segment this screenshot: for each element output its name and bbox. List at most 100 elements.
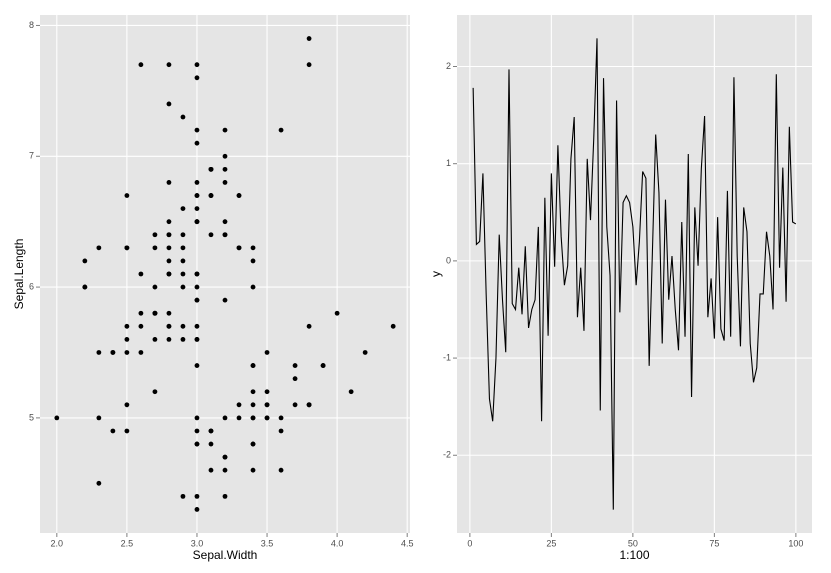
point <box>152 389 158 395</box>
point <box>124 245 130 251</box>
point <box>138 350 144 355</box>
point <box>166 232 172 238</box>
point <box>166 101 172 107</box>
point <box>138 62 144 68</box>
point <box>110 428 116 434</box>
point <box>180 245 186 251</box>
point <box>138 310 144 316</box>
point <box>194 297 200 303</box>
y-tick-label: -2 <box>443 450 451 460</box>
point <box>166 219 172 225</box>
point <box>306 62 312 68</box>
line <box>472 38 797 510</box>
point <box>166 323 172 329</box>
x-tick-label: 75 <box>709 538 719 548</box>
point <box>194 206 200 211</box>
point <box>110 350 116 355</box>
point <box>96 350 102 355</box>
y-tick-label: 5 <box>29 412 34 422</box>
point <box>222 166 228 172</box>
point <box>222 153 228 159</box>
point <box>124 337 130 342</box>
point <box>180 206 186 211</box>
point <box>334 310 340 316</box>
point <box>278 127 284 133</box>
point <box>222 493 228 499</box>
y-tick-label: 0 <box>446 255 451 265</box>
point <box>278 428 284 434</box>
point <box>124 428 130 434</box>
point <box>348 389 354 395</box>
point <box>250 441 256 447</box>
point <box>166 245 172 251</box>
point <box>264 389 270 395</box>
y-tick-label: 7 <box>29 151 34 161</box>
point <box>194 323 200 329</box>
point <box>138 323 144 329</box>
x-tick-label: 4.5 <box>401 538 414 548</box>
point <box>166 258 172 264</box>
point <box>208 232 214 238</box>
point <box>250 402 256 408</box>
y-tick-label: 6 <box>29 281 34 291</box>
point <box>194 271 200 277</box>
point <box>208 467 214 473</box>
panel-background <box>457 15 812 533</box>
point <box>264 402 270 408</box>
point <box>194 193 200 198</box>
point <box>194 441 200 447</box>
point <box>194 75 200 81</box>
point <box>250 363 256 368</box>
panel-background <box>40 15 410 533</box>
point <box>306 323 312 329</box>
point <box>124 350 130 355</box>
point <box>250 258 256 264</box>
point <box>250 284 256 290</box>
point <box>194 284 200 290</box>
point <box>152 337 158 342</box>
point <box>292 376 298 382</box>
point <box>180 337 186 342</box>
x-tick-label: 3.5 <box>261 538 274 548</box>
point <box>166 337 172 342</box>
point <box>166 62 172 68</box>
point <box>194 219 200 225</box>
point <box>236 193 242 198</box>
point <box>250 389 256 395</box>
point <box>180 284 186 290</box>
point <box>222 127 228 133</box>
point <box>96 415 102 421</box>
x-tick-label: 100 <box>788 538 803 548</box>
point <box>306 36 312 41</box>
point <box>96 480 102 486</box>
point <box>180 258 186 264</box>
point <box>222 219 228 225</box>
point <box>362 350 368 355</box>
point <box>390 323 396 329</box>
point <box>194 180 200 185</box>
point <box>222 180 228 185</box>
point <box>152 310 158 316</box>
x-tick-label: 2.5 <box>121 538 134 548</box>
point <box>208 166 214 172</box>
point <box>222 467 228 473</box>
x-tick-label: 3.0 <box>191 538 204 548</box>
point <box>264 415 270 421</box>
point <box>166 310 172 316</box>
point <box>194 337 200 342</box>
point <box>250 245 256 251</box>
point <box>166 271 172 277</box>
point <box>152 245 158 251</box>
point <box>194 507 200 512</box>
point <box>292 402 298 408</box>
x-tick-label: 4.0 <box>331 538 344 548</box>
point <box>222 415 228 421</box>
point <box>194 428 200 434</box>
point <box>236 402 242 408</box>
point <box>194 363 200 368</box>
point <box>278 467 284 473</box>
y-axis-title: Sepal.Length <box>12 239 26 310</box>
y-tick-label: 1 <box>446 158 451 168</box>
point <box>222 297 228 303</box>
